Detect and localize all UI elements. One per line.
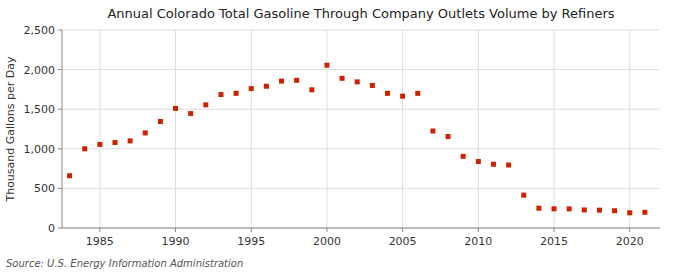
- tick-mark: [554, 228, 555, 232]
- point: [415, 91, 420, 96]
- point: [97, 142, 102, 147]
- tick-label: 1995: [237, 235, 265, 248]
- grid-line: [326, 30, 327, 228]
- point: [158, 119, 163, 124]
- tick-mark: [629, 228, 630, 232]
- tick-mark: [175, 228, 176, 232]
- tick-label: 2020: [616, 235, 644, 248]
- grid-line: [478, 30, 479, 228]
- point: [249, 86, 254, 91]
- tick-mark: [58, 69, 62, 70]
- point: [400, 94, 405, 99]
- point: [491, 162, 496, 167]
- point: [67, 173, 72, 178]
- point: [294, 78, 299, 83]
- point: [461, 154, 466, 159]
- point: [627, 210, 632, 215]
- grid-line: [62, 30, 660, 31]
- tick-label: 2005: [389, 235, 417, 248]
- point: [506, 163, 511, 168]
- point: [143, 130, 148, 135]
- points: [67, 63, 647, 216]
- point: [340, 76, 345, 81]
- point: [309, 87, 314, 92]
- point: [567, 206, 572, 211]
- point: [173, 106, 178, 111]
- tick-label: 0: [48, 222, 55, 235]
- point: [203, 102, 208, 107]
- point: [188, 111, 193, 116]
- tick-label: 1,500: [24, 103, 56, 116]
- grid-line: [554, 30, 555, 228]
- source-note: Source: U.S. Energy Information Administ…: [6, 258, 243, 269]
- point: [642, 210, 647, 215]
- grid: [62, 30, 660, 228]
- grid-line: [62, 109, 660, 110]
- point: [264, 84, 269, 89]
- point: [552, 206, 557, 211]
- point: [234, 91, 239, 96]
- grid-line: [62, 69, 660, 70]
- chart: 0 500 1,000 1,500 2,000 2,500 1985 1990 1995 2000…: [0, 0, 675, 275]
- point: [446, 134, 451, 139]
- tick-mark: [58, 228, 62, 229]
- tick-label: 500: [34, 182, 55, 195]
- tick-mark: [478, 228, 479, 232]
- tick-label: 2015: [540, 235, 568, 248]
- point: [430, 128, 435, 133]
- grid-line: [62, 228, 660, 229]
- point: [324, 63, 329, 68]
- tick-label: 2,000: [24, 64, 56, 77]
- tick-mark: [58, 30, 62, 31]
- tick-label: 2000: [313, 235, 341, 248]
- point: [582, 207, 587, 212]
- point: [521, 193, 526, 198]
- tick-mark: [326, 228, 327, 232]
- x-axis-line: [62, 228, 660, 229]
- tick-label: 1,000: [24, 143, 56, 156]
- tick-label: 1990: [162, 235, 190, 248]
- tick-label: 2,500: [24, 24, 56, 37]
- point: [536, 206, 541, 211]
- grid-line: [629, 30, 630, 228]
- tick-mark: [99, 228, 100, 232]
- point: [279, 79, 284, 84]
- grid-line: [62, 188, 660, 189]
- tick-mark: [58, 109, 62, 110]
- tick-label: 2010: [464, 235, 492, 248]
- point: [476, 159, 481, 164]
- point: [128, 138, 133, 143]
- tick-mark: [58, 188, 62, 189]
- point: [370, 83, 375, 88]
- point: [385, 91, 390, 96]
- point: [612, 208, 617, 213]
- grid-line: [251, 30, 252, 228]
- y-axis-label: Thousand Gallons per Day: [4, 56, 17, 203]
- title: Annual Colorado Total Gasoline Through C…: [107, 6, 614, 21]
- tick-mark: [58, 148, 62, 149]
- point: [82, 146, 87, 151]
- grid-line: [175, 30, 176, 228]
- y-axis-line: [62, 30, 63, 228]
- grid-line: [99, 30, 100, 228]
- tick-label: 1985: [86, 235, 114, 248]
- point: [597, 208, 602, 213]
- point: [355, 79, 360, 84]
- grid-line: [402, 30, 403, 228]
- tick-mark: [251, 228, 252, 232]
- grid-line: [62, 148, 660, 149]
- tick-mark: [402, 228, 403, 232]
- axes: 0 500 1,000 1,500 2,000 2,500 1985 1990 1995 2000…: [24, 24, 661, 248]
- point: [218, 92, 223, 97]
- point: [112, 140, 117, 145]
